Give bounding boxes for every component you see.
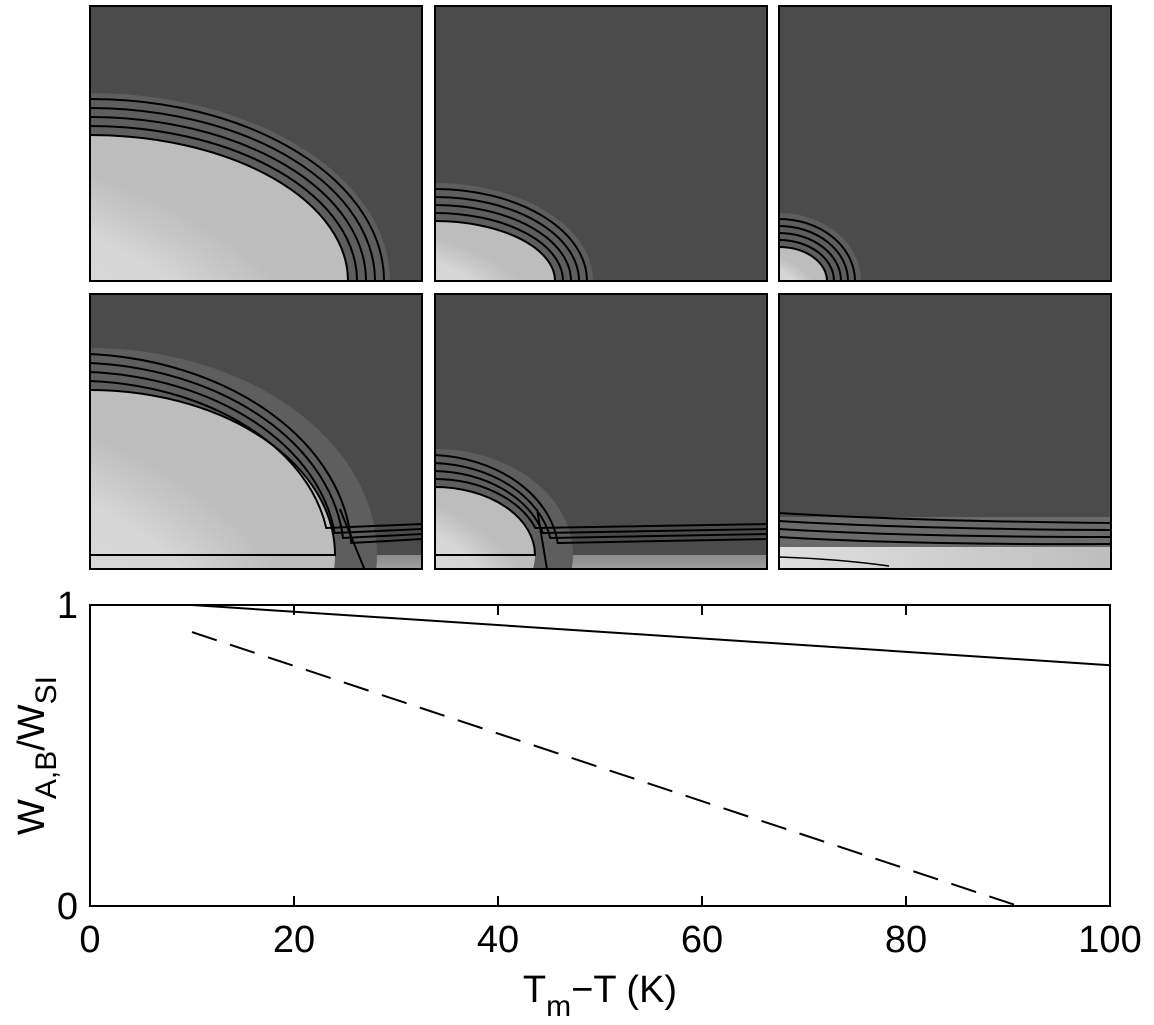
plot-frame [89,604,1111,907]
x-tick-label: 20 [273,919,315,961]
x-tick-label: 0 [79,919,100,961]
contour-line [435,486,537,556]
contour-panel-r2c3 [778,293,1112,570]
contour-line [536,508,548,569]
panel-frame [89,5,423,282]
panel-frame [434,5,768,282]
panel-frame [89,293,423,570]
contour-line [90,362,422,540]
panel-frame [778,5,1112,282]
contour-panels [89,5,1112,570]
y-axis-label: WA,B/WSI [11,676,63,835]
x-tick-label: 100 [1078,919,1141,961]
contour-line [338,508,366,569]
contour-line [90,371,422,535]
contour-line [435,478,767,530]
grain-region [779,547,1111,569]
grain-region [90,390,335,569]
contour-line [779,536,1111,546]
y-tick-label: 1 [57,585,78,627]
contour-panel-r1c2 [434,5,768,282]
grain-region [435,487,535,569]
contour-panel-r2c1 [89,293,423,570]
contour-line [90,353,422,545]
series-line-dashed [191,631,1019,907]
contour-line [779,528,1111,538]
contour-line [435,454,767,545]
grain-region [779,247,827,281]
line-plot: 0 20 40 60 80 100 0 1 Tm−T (K) WA,B/WSI [11,585,1142,1023]
contour-line [435,462,767,540]
grain-region [90,135,348,281]
x-tick-label: 80 [885,919,927,961]
x-axis-label: Tm−T (K) [523,969,677,1023]
x-tick-label: 60 [681,919,723,961]
contour-line [779,520,1111,531]
panel-frame [778,293,1112,570]
grain-region [435,221,555,281]
x-tick-label: 40 [477,919,519,961]
contour-line [90,380,422,530]
contour-panel-r1c3 [778,5,1112,282]
series-line-solid [191,604,1111,667]
contour-line [779,512,1111,524]
panel-frame [434,293,768,570]
contour-panel-r1c1 [89,5,423,282]
contour-line [779,556,890,567]
y-tick-label: 0 [57,886,78,928]
contour-panel-r2c2 [434,293,768,570]
